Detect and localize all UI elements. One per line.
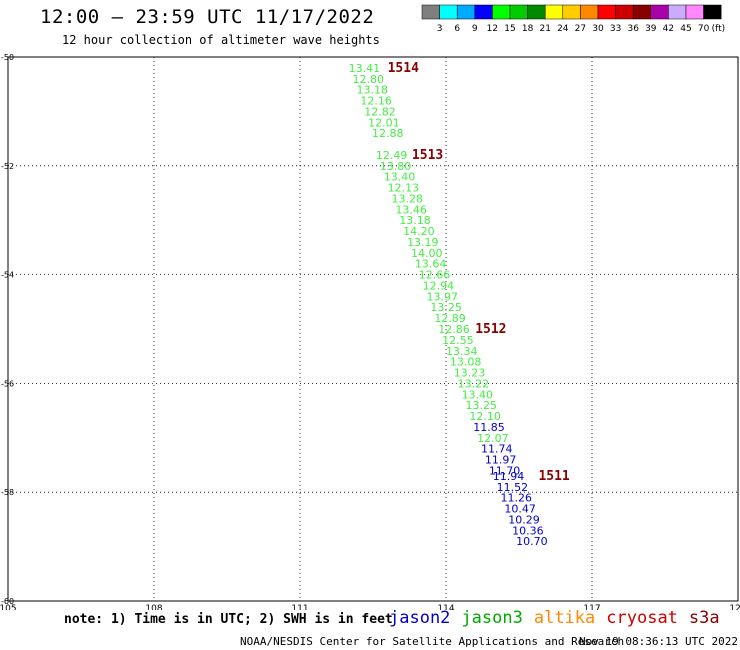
lon-tick-label: 114 <box>437 604 454 610</box>
wave-height-label: 13.28 <box>391 192 423 205</box>
legend-label: 45 <box>680 24 691 34</box>
map-subtitle: 12 hour collection of altimeter wave hei… <box>62 33 380 47</box>
wave-height-label: 13.22 <box>458 377 490 390</box>
wave-height-label: 10.29 <box>508 513 540 526</box>
wave-height-label: 13.64 <box>415 258 447 271</box>
legend-label: 36 <box>627 24 639 34</box>
legend-label: 18 <box>522 24 534 34</box>
legend-label: 27 <box>575 24 586 34</box>
credit-line: NOAA/NESDIS Center for Satellite Applica… <box>240 635 738 648</box>
wave-height-map: 105 108 111 114 117 120 -50 -52 -54 -56 -58 -60 13.4… <box>0 53 740 610</box>
wave-height-label: 13.19 <box>407 236 439 249</box>
legend-label: 70 <box>698 24 710 34</box>
wave-height-label: 12.94 <box>423 279 455 292</box>
satellite-jason2: jason2 <box>389 608 451 628</box>
wave-height-label: 12.55 <box>442 334 474 347</box>
satellite-cryosat: cryosat <box>606 608 678 628</box>
wave-height-label: 13.97 <box>427 290 459 303</box>
legend-label: 3 <box>437 24 443 34</box>
lat-tick-label: -60 <box>1 597 14 606</box>
legend-label: 15 <box>504 24 515 34</box>
legend-label: 39 <box>645 24 657 34</box>
legend-label: 12 <box>487 24 498 34</box>
wave-height-label: 12.10 <box>469 410 501 423</box>
wave-height-label: 12.82 <box>364 105 396 118</box>
satellite-altika: altika <box>533 608 596 628</box>
legend-unit: (ft) <box>712 24 726 34</box>
wave-height-label: 12.88 <box>372 127 404 140</box>
color-legend: 3 6 9 12 15 18 21 24 27 30 33 36 39 42 45 70 (ft) <box>421 4 726 34</box>
legend-label: 21 <box>539 24 550 34</box>
wave-height-label: 13.40 <box>462 388 494 401</box>
wave-height-label: 11.74 <box>481 443 513 456</box>
wave-height-label: 12.86 <box>438 323 470 336</box>
wave-height-label: 11.26 <box>501 492 533 505</box>
lon-tick-label: 120 <box>729 604 740 610</box>
wave-height-label: 12.80 <box>353 73 385 86</box>
legend-label: 33 <box>610 24 621 34</box>
lat-tick-label: -52 <box>1 162 14 171</box>
satellite-key: jason2 jason3 altika cryosat s3a <box>389 608 731 628</box>
wave-height-label: 10.47 <box>504 503 536 516</box>
pass-time-label: 1512 <box>475 322 506 337</box>
satellite-s3a: s3a <box>688 608 720 628</box>
generation-timestamp: Nov 19 08:36:13 UTC 2022 <box>579 635 738 648</box>
wave-height-label: 13.41 <box>349 62 381 75</box>
lon-tick-label: 105 <box>0 604 17 610</box>
wave-height-label: 13.08 <box>450 356 482 369</box>
wave-height-label: 12.49 <box>376 149 408 162</box>
lat-tick-label: -58 <box>1 488 14 497</box>
wave-height-label: 12.01 <box>368 116 400 129</box>
pass-time-label: 1514 <box>388 61 419 76</box>
wave-height-label: 12.13 <box>388 182 420 195</box>
lat-tick-label: -56 <box>1 379 14 388</box>
wave-height-label: 12.66 <box>419 269 451 282</box>
wave-height-label: 13.18 <box>356 84 388 97</box>
legend-label: 9 <box>472 24 478 34</box>
wave-height-label: 13.46 <box>395 203 427 216</box>
wave-height-label: 11.97 <box>485 454 517 467</box>
credit-text: NOAA/NESDIS Center for Satellite Applica… <box>240 635 625 648</box>
lat-tick-label: -54 <box>1 271 14 280</box>
wave-height-label: 12.16 <box>360 95 392 108</box>
wave-height-label: 11.94 <box>493 470 524 483</box>
legend-label: 6 <box>454 24 460 34</box>
wave-height-label: 12.07 <box>477 432 509 445</box>
wave-height-label: 14.00 <box>411 247 443 260</box>
legend-label: 42 <box>663 24 674 34</box>
pass-time-label: 1513 <box>412 148 443 163</box>
wave-height-label: 13.18 <box>399 214 431 227</box>
lon-tick-label: 111 <box>291 604 308 610</box>
pass-time-label: 1511 <box>538 469 569 484</box>
legend-label: 24 <box>557 24 569 34</box>
wave-height-label: 11.52 <box>497 481 529 494</box>
wave-height-label: 13.25 <box>430 301 462 314</box>
wave-height-label: 14.20 <box>403 225 435 238</box>
wave-height-label: 11.70 <box>489 464 521 477</box>
wave-height-label: 13.23 <box>454 367 486 380</box>
wave-height-label: 13.34 <box>446 345 478 358</box>
wave-height-label: 10.36 <box>512 524 544 537</box>
wave-height-label: 11.85 <box>473 421 505 434</box>
wave-height-label: 13.80 <box>380 160 412 173</box>
wave-height-label: 12.89 <box>434 312 466 325</box>
lon-tick-label: 108 <box>145 604 162 610</box>
wave-height-label: 13.25 <box>465 399 497 412</box>
lat-tick-label: -50 <box>1 53 14 62</box>
legend-label: 30 <box>592 24 604 34</box>
satellite-jason3: jason3 <box>461 608 523 628</box>
lon-tick-label: 117 <box>583 604 600 610</box>
legend-swatch <box>703 4 722 20</box>
units-note: note: 1) Time is in UTC; 2) SWH is in fe… <box>64 612 393 627</box>
map-title: 12:00 — 23:59 UTC 11/17/2022 <box>40 6 375 28</box>
wave-height-label: 13.40 <box>384 171 416 184</box>
wave-height-label: 10.70 <box>516 535 548 548</box>
